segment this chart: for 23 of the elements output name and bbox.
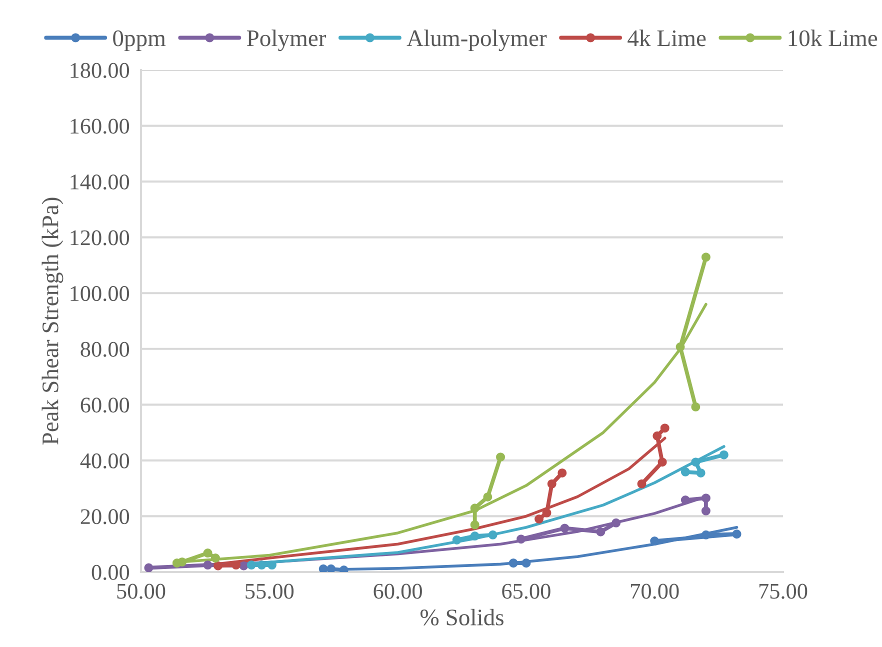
y-tick-label: 0.00 [92,564,130,580]
x-tick-label: 55.00 [246,584,294,599]
x-tick-label: 75.00 [759,584,808,599]
x-tick-label: 60.00 [374,584,422,599]
y-tick-label: 180.00 [70,62,130,78]
y-tick-label: 160.00 [70,118,130,134]
legend-label: 0ppm [113,30,166,52]
y-tick-label: 140.00 [70,174,130,190]
y-tick-label: 20.00 [80,509,130,524]
y-tick-label: 100.00 [70,286,130,302]
x-tick-label: 65.00 [502,584,550,599]
x-axis-title: % Solids [420,608,504,626]
legend-label: Polymer [246,30,326,52]
legend-label: 4k Lime [628,30,706,46]
legend-label: 10k Lime [788,30,878,46]
y-tick-label: 80.00 [80,342,130,357]
y-tick-label: 120.00 [70,230,130,246]
x-tick-label: 70.00 [631,584,679,599]
legend-label: Alum-polymer [406,30,547,52]
y-tick-label: 60.00 [80,398,130,413]
y-tick-label: 40.00 [80,453,130,468]
x-tick-label: 50.00 [117,584,166,599]
y-axis-title: Peak Shear Strength (kPa) [42,198,64,445]
